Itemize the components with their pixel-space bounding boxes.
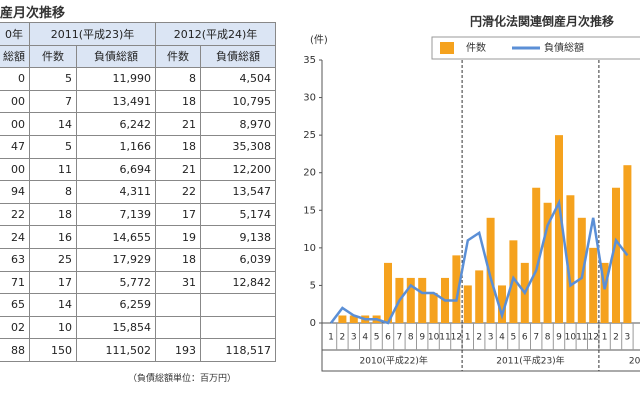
bar [384, 262, 392, 323]
x-tick-label: 11 [576, 333, 587, 343]
y-tick-label: 5 [310, 280, 316, 291]
y-axis-label: (件) [310, 34, 328, 46]
table-cell: 8,970 [200, 112, 276, 136]
bar [498, 285, 506, 323]
x-tick-label: 2 [476, 333, 482, 343]
y-tick-label: 0 [310, 318, 316, 329]
line [330, 198, 629, 325]
x-tick-label: 8 [545, 333, 551, 343]
x-tick-label: 7 [397, 333, 403, 343]
x-tick-label: 10 [565, 333, 577, 343]
x-tick-label: 11 [439, 333, 450, 343]
bar [418, 277, 427, 323]
x-tick-label: 8 [408, 333, 414, 343]
table-row: 02 10 15,854 [0, 315, 276, 340]
table-cell: 65 [0, 293, 30, 317]
x-tick-label: 9 [556, 333, 562, 343]
table-row: 65 14 6,259 [0, 293, 276, 317]
y-tick-label: 25 [303, 130, 316, 141]
table-row: 00 7 13,491 18 10,795 [0, 89, 276, 114]
bar [463, 285, 472, 323]
legend-label: 件数 [466, 41, 486, 54]
group-label: 20 [629, 357, 640, 367]
year-header: 2011(平成23)年 [29, 22, 156, 46]
bar [349, 315, 358, 323]
table-note: （負債総額単位：百万円） [128, 374, 237, 384]
year-header: 2012(平成24)年 [155, 22, 276, 46]
table-row: 47 5 1,166 18 35,308 [0, 134, 276, 159]
table-row: 00 14 6,242 21 8,970 [0, 112, 276, 136]
x-tick-label: 2 [340, 333, 346, 343]
bar [543, 202, 552, 323]
table-row: 22 18 7,139 17 5,174 [0, 202, 276, 227]
table-row: 24 16 14,655 19 9,138 [0, 225, 276, 249]
table-cell: 02 [0, 315, 30, 340]
table-cell: 15,854 [76, 315, 156, 340]
x-tick-label: 4 [362, 333, 368, 343]
y-tick-label: 15 [303, 205, 316, 216]
x-tick-label: 3 [625, 333, 631, 343]
x-tick-label: 3 [488, 333, 494, 343]
table-cell: 111,502 [76, 338, 156, 362]
x-tick-label: 2 [613, 333, 619, 343]
bar [338, 315, 347, 323]
column-header: 件数 [155, 44, 201, 69]
table-row: 0 5 11,990 8 4,504 [0, 67, 276, 91]
bar [566, 195, 575, 323]
y-tick-label: 35 [303, 55, 316, 66]
bar [577, 217, 586, 323]
bar [589, 247, 598, 323]
bar [475, 270, 484, 323]
legend-swatch [440, 42, 454, 54]
x-tick-label: 4 [499, 333, 505, 343]
y-tick-label: 20 [303, 168, 316, 179]
x-tick-label: 1 [465, 333, 471, 343]
table-cell: 9,138 [200, 225, 276, 249]
table-cell: 118,517 [200, 338, 276, 362]
x-tick-label: 12 [451, 333, 462, 343]
group-label: 2010(平成22)年 [360, 355, 428, 367]
x-tick-label: 1 [328, 333, 334, 343]
x-tick-label: 6 [522, 333, 528, 343]
bar [555, 135, 563, 323]
data-table: 0年 2011(平成23)年 2012(平成24)年 総額 件数 負債総額 件数 負債総額 0 5… [0, 22, 276, 362]
bar [429, 292, 438, 323]
bar [600, 262, 609, 323]
table-cell: 5,174 [200, 202, 276, 227]
bar [623, 165, 632, 323]
x-tick-label: 1 [602, 333, 608, 343]
table-row: 88 150 111,502 193 118,517 [0, 338, 276, 362]
x-tick-label: 6 [385, 333, 391, 343]
year-header: 0年 [0, 22, 30, 46]
table-title: 産月次推移 [0, 6, 66, 21]
x-tick-label: 3 [351, 333, 357, 343]
legend-label: 負債総額 [544, 41, 584, 54]
bar [486, 217, 495, 323]
y-tick-label: 10 [303, 243, 316, 254]
x-tick-label: 5 [374, 333, 380, 343]
header-row: 0年 2011(平成23)年 2012(平成24)年 [0, 22, 276, 46]
y-tick-label: 30 [303, 93, 316, 104]
table-cell: 6,259 [76, 293, 156, 317]
x-tick-label: 12 [587, 333, 598, 343]
group-label: 2011(平成23)年 [496, 355, 564, 367]
table-cell: 12,200 [200, 157, 276, 182]
bar [532, 187, 541, 323]
bar [612, 187, 620, 323]
chart-title: 円滑化法関連倒産月次推移 [470, 14, 614, 29]
table-cell: 10,795 [200, 89, 276, 114]
bar [452, 255, 461, 323]
x-tick-label: 5 [511, 333, 517, 343]
x-tick-label: 9 [419, 333, 425, 343]
column-header: 負債総額 [76, 44, 156, 69]
x-tick-label: 7 [533, 333, 539, 343]
x-tick-label: 10 [428, 333, 440, 343]
bar [406, 277, 415, 323]
column-header: 負債総額 [200, 44, 276, 69]
